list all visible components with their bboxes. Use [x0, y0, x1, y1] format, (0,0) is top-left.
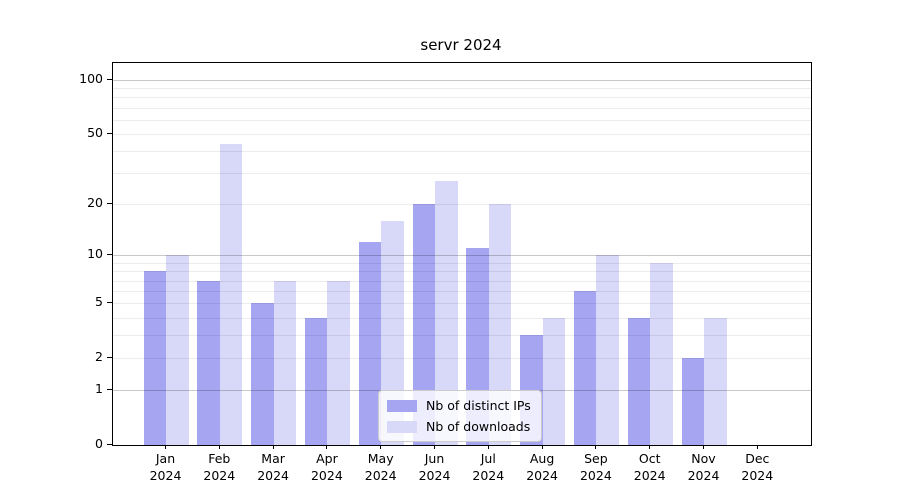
gridline-10 [113, 255, 811, 257]
bar-downloads-feb [219, 143, 243, 445]
bar-ips-sep [573, 291, 597, 445]
x-tick-nov [703, 445, 704, 449]
x-tick-label-oct: Oct 2024 [633, 451, 666, 483]
x-tick-label-aug: Aug 2024 [526, 451, 558, 483]
legend-label-distinct-ips: Nb of distinct IPs [426, 398, 531, 413]
y-tick-100 [107, 79, 112, 80]
gridline-80 [113, 97, 811, 99]
x-tick-oct [649, 445, 651, 449]
legend: Nb of distinct IPs Nb of downloads [378, 390, 542, 442]
x-tick-jan [165, 445, 166, 449]
x-tick-label-apr: Apr 2024 [310, 451, 343, 483]
bar-downloads-aug [542, 317, 566, 445]
y-tick-10 [107, 254, 112, 256]
gridline-30 [113, 173, 811, 175]
x-tick-label-jul: Jul 2024 [472, 451, 505, 483]
gridline-7 [113, 280, 811, 282]
bar-downloads-jul [488, 204, 512, 445]
gridline-100 [113, 80, 811, 81]
gridline-20 [113, 204, 811, 206]
x-tick-label-sep: Sep 2024 [579, 451, 612, 483]
y-tick-2 [107, 357, 112, 359]
bar-ips-apr [304, 317, 328, 445]
x-tick-may [380, 445, 382, 449]
bar-downloads-jan [166, 255, 189, 445]
legend-item-distinct-ips: Nb of distinct IPs [387, 397, 531, 414]
x-tick-jul [487, 445, 489, 449]
x-tick-dec [756, 445, 758, 449]
bar-ips-oct [627, 317, 651, 445]
y-tick-label-2: 2 [95, 349, 103, 365]
gridline-8 [113, 271, 811, 273]
x-tick-label-dec: Dec 2024 [741, 451, 774, 483]
bar-ips-jan [143, 271, 166, 445]
x-tick-feb [218, 445, 220, 449]
bar-downloads-oct [650, 262, 673, 445]
y-tick-label-0: 0 [95, 436, 103, 451]
y-tick-label-100: 100 [79, 71, 103, 86]
y-tick-5 [107, 302, 112, 304]
gridline-70 [113, 107, 811, 109]
gridline-9 [113, 262, 811, 264]
bar-downloads-nov [704, 317, 727, 445]
y-tick-1 [107, 389, 112, 391]
bar-ips-jun [412, 204, 435, 445]
x-tick-label-may: May 2024 [364, 451, 397, 483]
bar-downloads-may [381, 220, 404, 445]
gridline-6 [113, 291, 811, 293]
gridline-40 [113, 151, 811, 153]
y-tick-label-1: 1 [95, 381, 103, 397]
bar-ips-feb [197, 280, 220, 445]
gridline-50 [113, 134, 811, 136]
gridline-60 [113, 119, 811, 121]
bar-downloads-mar [273, 280, 297, 445]
bar-downloads-jun [435, 181, 458, 445]
bar-ips-mar [251, 303, 274, 445]
x-tick-label-nov: Nov 2024 [687, 451, 720, 483]
y-tick-label-10: 10 [87, 246, 103, 262]
legend-label-downloads: Nb of downloads [426, 419, 531, 434]
x-tick-label-feb: Feb 2024 [203, 451, 236, 483]
y-tick-label-20: 20 [87, 195, 103, 211]
x-tick-label-mar: Mar 2024 [257, 451, 289, 483]
plot-area: Nb of distinct IPs Nb of downloads [112, 62, 812, 446]
legend-item-downloads: Nb of downloads [387, 418, 531, 435]
chart-title: servr 2024 [420, 36, 502, 54]
x-tick-apr [326, 445, 328, 449]
y-tick-label-5: 5 [95, 294, 103, 310]
y-tick-0 [107, 444, 112, 445]
bar-ips-nov [681, 358, 704, 445]
y-tick-label-50: 50 [87, 125, 103, 141]
y-tick-20 [107, 203, 112, 205]
legend-swatch-downloads [387, 420, 417, 433]
gridline-4 [113, 317, 811, 319]
gridline-90 [113, 88, 811, 90]
gridline-2 [113, 358, 811, 360]
gridline-5 [113, 303, 811, 305]
y-tick-50 [107, 133, 112, 135]
x-tick-label-jan: Jan 2024 [149, 451, 182, 483]
x-tick-aug [541, 445, 543, 449]
gridline-3 [113, 335, 811, 337]
x-tick-label-jun: Jun 2024 [418, 451, 451, 483]
x-tick-jun [434, 445, 435, 449]
x-tick-sep [595, 445, 597, 449]
legend-swatch-distinct-ips [387, 399, 417, 412]
bar-ips-may [358, 242, 382, 445]
bar-downloads-sep [596, 255, 619, 445]
bar-downloads-apr [327, 280, 350, 445]
x-tick-mar [272, 445, 274, 449]
